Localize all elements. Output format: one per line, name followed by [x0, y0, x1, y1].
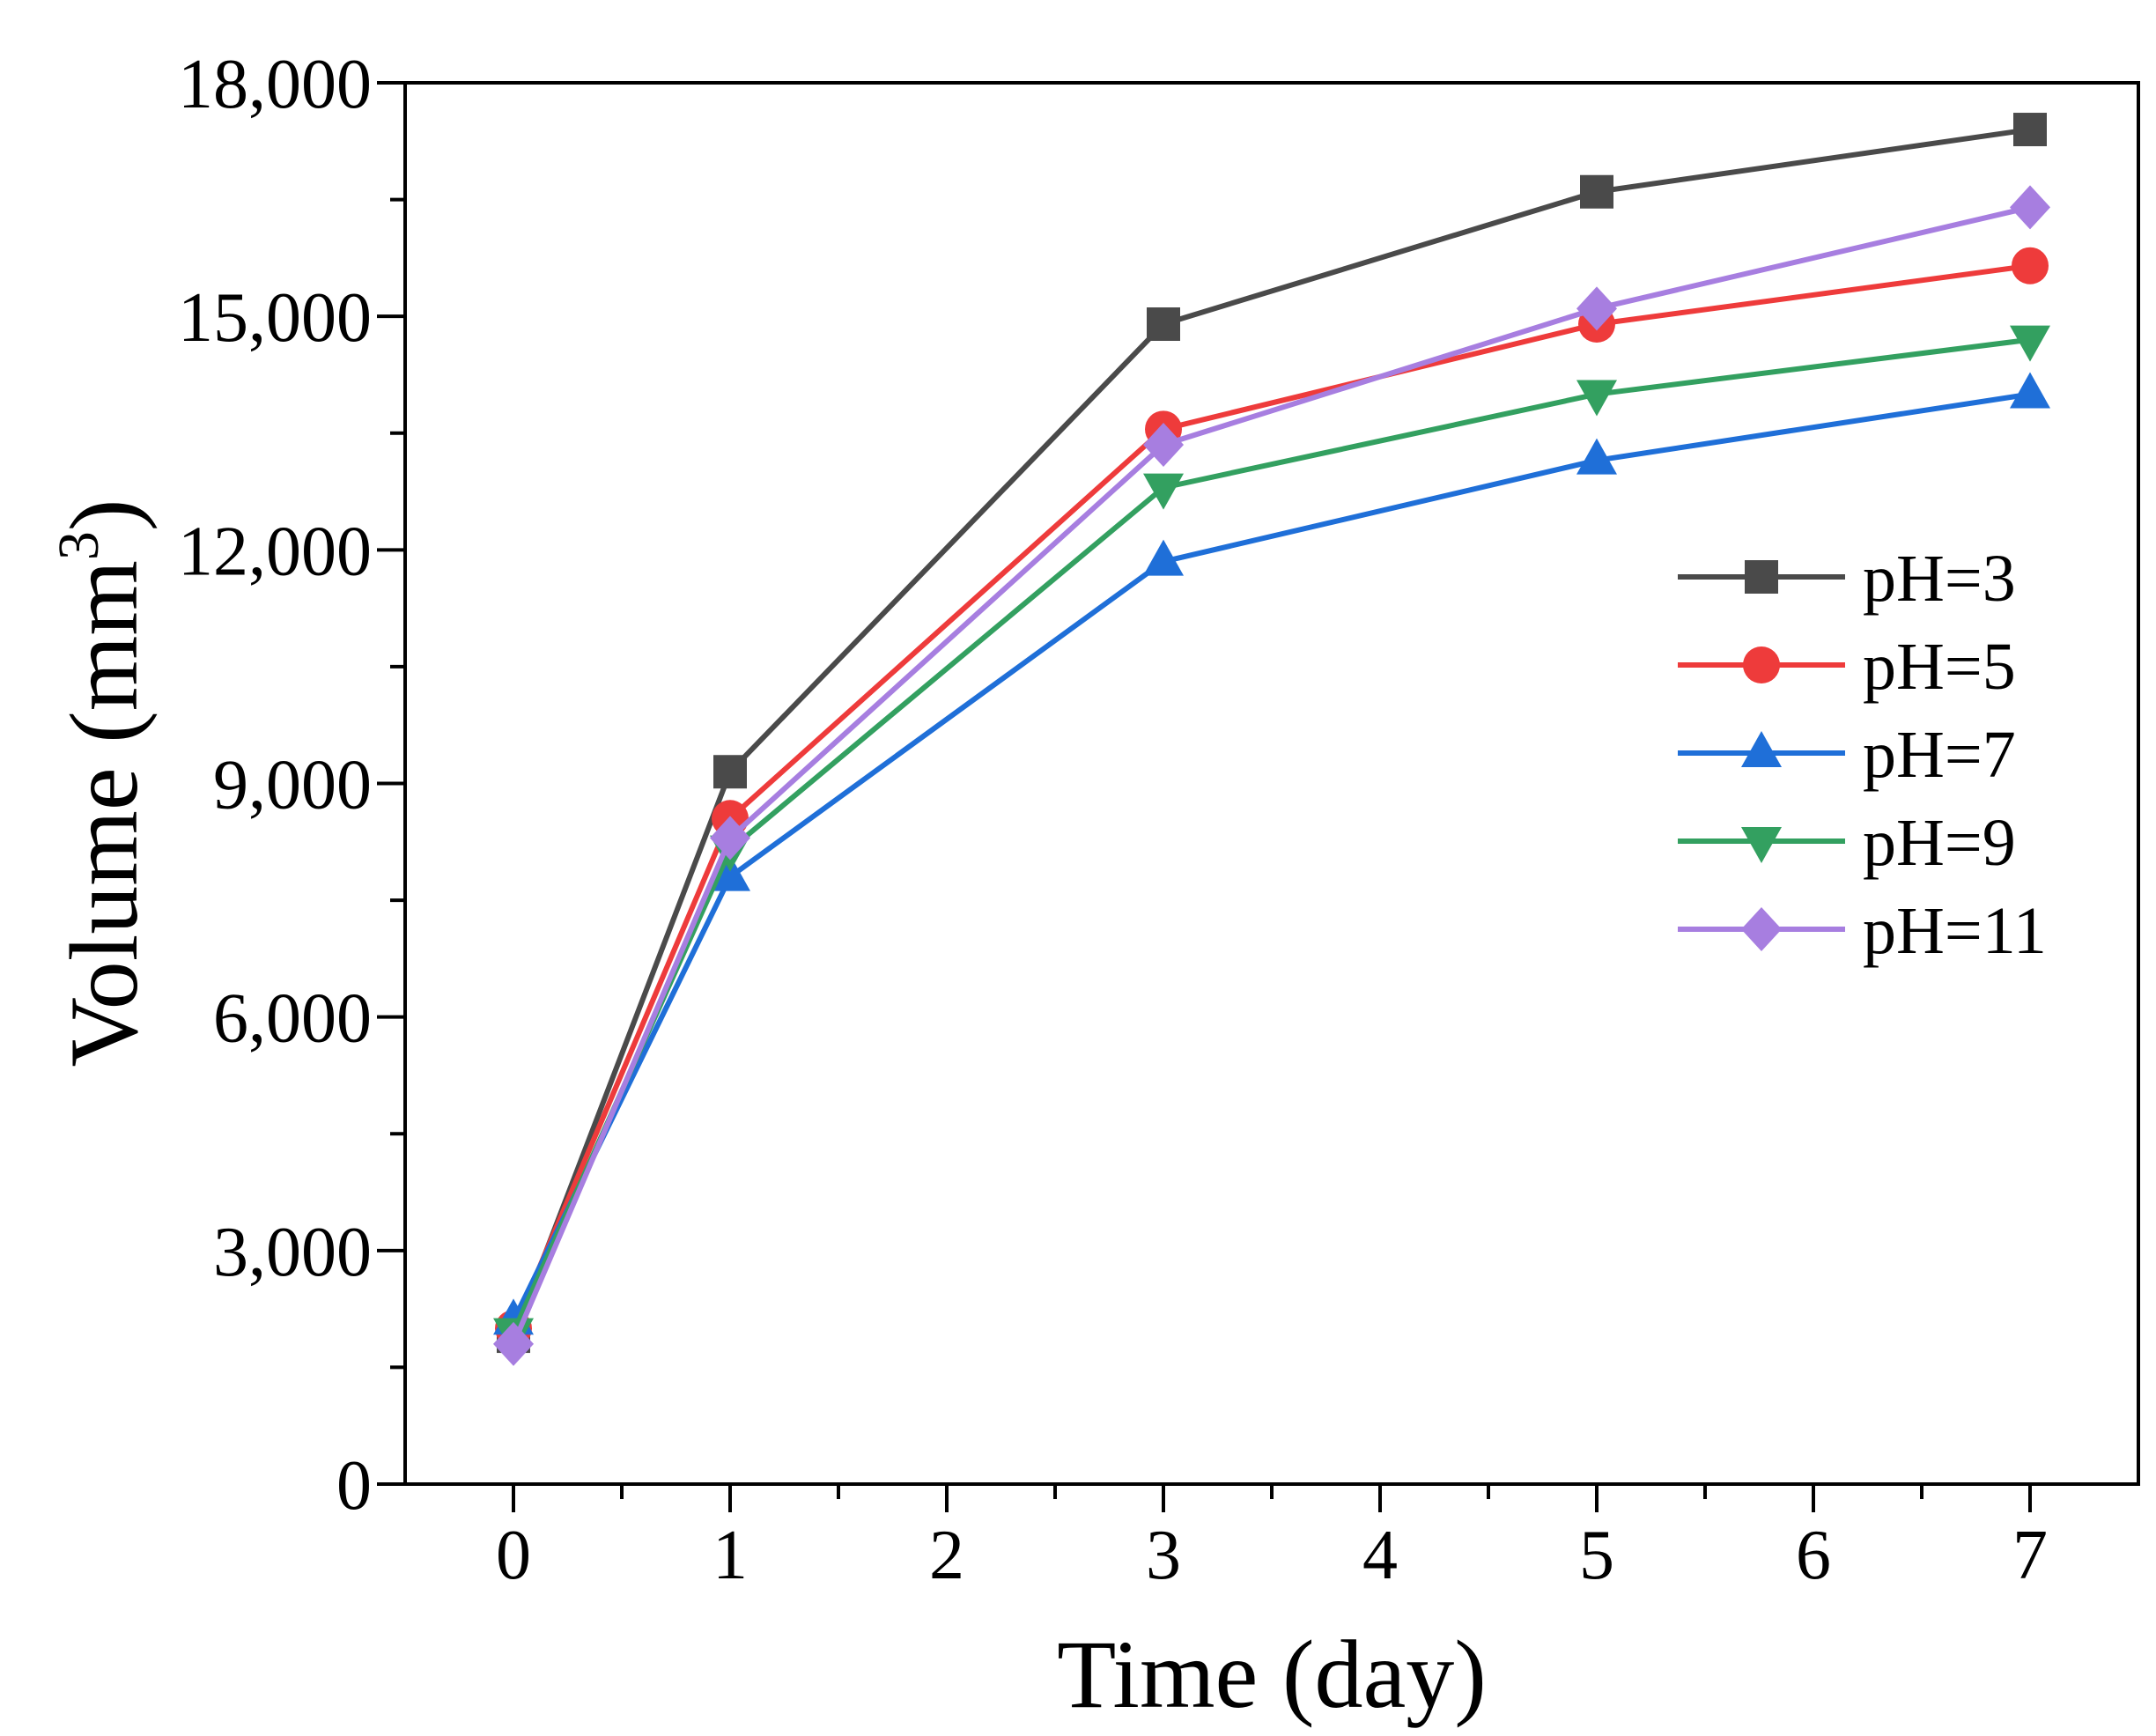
- series-pH=7: [493, 372, 2050, 1335]
- y-tick-label: 9,000: [213, 747, 372, 824]
- data-point: [2012, 247, 2049, 284]
- x-tick-label: 4: [1362, 1517, 1398, 1594]
- data-point: [2013, 113, 2047, 147]
- legend-label: pH=3: [1863, 542, 2016, 616]
- data-point: [1143, 539, 1184, 576]
- data-point: [1580, 174, 1613, 209]
- y-tick-label: 3,000: [213, 1214, 372, 1291]
- legend-label: pH=11: [1863, 894, 2047, 968]
- data-point: [1143, 473, 1184, 510]
- data-point: [2010, 325, 2050, 362]
- y-tick-label: 12,000: [178, 513, 372, 590]
- x-tick-label: 1: [713, 1517, 748, 1594]
- x-axis-label: Time (day): [1057, 1621, 1487, 1728]
- legend-marker: [1741, 731, 1782, 767]
- data-point: [1147, 307, 1180, 342]
- y-tick-label: 15,000: [178, 279, 372, 357]
- axis-ticks: 0 1 2 3 4 5 6 7 0 3,000 6,000 9,000 12,000 15,000 18,0…: [178, 46, 2048, 1594]
- legend-item: pH=9: [1678, 806, 2016, 880]
- series-line: [511, 127, 2031, 1338]
- legend-item: pH=3: [1678, 542, 2016, 616]
- y-tick-label: 0: [336, 1447, 372, 1525]
- legend-marker: [1741, 907, 1782, 951]
- x-tick-label: 7: [2012, 1517, 2048, 1594]
- series-pH=3: [497, 113, 2047, 1354]
- series-line: [511, 262, 2031, 1330]
- y-axis-label-close: ): [50, 499, 158, 531]
- series-group: [493, 113, 2050, 1366]
- y-axis-label-superscript: 3: [47, 531, 111, 560]
- y-axis-label: Volume (mm3): [47, 499, 158, 1067]
- data-point: [1143, 423, 1184, 468]
- legend-label: pH=7: [1863, 718, 2016, 792]
- data-point: [1576, 380, 1617, 417]
- data-point: [710, 816, 750, 861]
- legend-label: pH=5: [1863, 630, 2016, 704]
- legend-marker: [1745, 560, 1778, 594]
- x-tick-label: 6: [1796, 1517, 1831, 1594]
- legend-marker: [1741, 827, 1782, 863]
- x-tick-label: 3: [1146, 1517, 1181, 1594]
- legend-label: pH=9: [1863, 806, 2016, 880]
- y-tick-label: 18,000: [178, 46, 372, 123]
- data-point: [2010, 185, 2050, 230]
- legend-item: pH=5: [1678, 630, 2016, 704]
- series-line: [511, 391, 2031, 1322]
- y-tick-label: 6,000: [213, 980, 372, 1058]
- series-pH=11: [493, 185, 2050, 1366]
- legend-marker: [1743, 646, 1780, 683]
- data-point: [493, 1321, 534, 1366]
- x-tick-label: 5: [1579, 1517, 1614, 1594]
- data-point: [1576, 438, 1617, 475]
- data-point: [2010, 372, 2050, 409]
- legend: pH=3 pH=5 pH=7 pH=9 pH=11: [1678, 542, 2047, 968]
- x-tick-label: 2: [929, 1517, 964, 1594]
- x-tick-label: 0: [496, 1517, 531, 1594]
- data-point: [1576, 286, 1617, 331]
- y-axis-label-main: Volume (mm: [50, 560, 158, 1067]
- legend-item: pH=7: [1678, 718, 2016, 792]
- legend-item: pH=11: [1678, 894, 2047, 968]
- data-point: [713, 755, 747, 789]
- data-point: [710, 854, 750, 891]
